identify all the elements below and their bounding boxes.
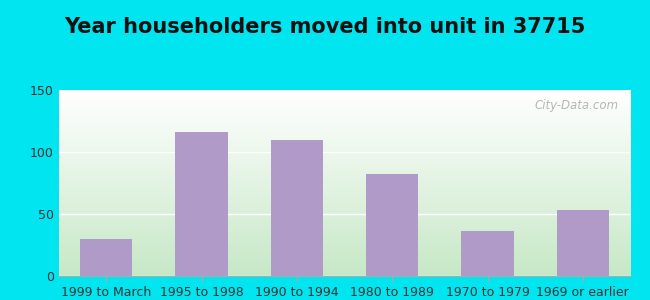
Bar bbox=[270, 140, 323, 276]
Text: City-Data.com: City-Data.com bbox=[535, 99, 619, 112]
Bar bbox=[366, 174, 419, 276]
Text: Year householders moved into unit in 37715: Year householders moved into unit in 377… bbox=[64, 17, 586, 37]
Bar bbox=[176, 132, 227, 276]
Bar bbox=[556, 210, 609, 276]
Bar bbox=[80, 239, 133, 276]
Bar bbox=[462, 231, 514, 276]
